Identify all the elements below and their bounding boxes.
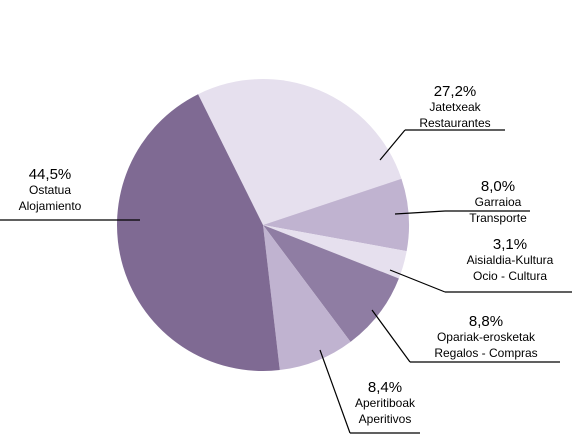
- category-label: Aisialdia-Kultura: [467, 253, 554, 267]
- percent-label: 8,0%: [481, 178, 515, 195]
- category-label: Jatetxeak: [429, 100, 481, 114]
- category-label: Alojamiento: [19, 199, 82, 213]
- category-label: Ocio - Cultura: [473, 269, 547, 283]
- pie-slice: [263, 225, 407, 279]
- pie-slice: [263, 225, 399, 342]
- category-label: Ostatua: [29, 183, 71, 197]
- percent-label: 3,1%: [493, 236, 527, 253]
- percent-label: 8,8%: [469, 313, 503, 330]
- pie-slice: [198, 79, 402, 225]
- leader-line: [389, 269, 446, 293]
- leader-line: [379, 129, 406, 161]
- category-label: Aperitivos: [359, 412, 412, 426]
- pie-slice: [263, 225, 351, 371]
- percent-label: 27,2%: [434, 83, 477, 100]
- category-label: Regalos - Compras: [434, 346, 537, 360]
- category-label: Garraioa: [475, 195, 522, 209]
- leader-line: [319, 349, 351, 434]
- percent-label: 44,5%: [29, 166, 72, 183]
- leader-line: [394, 210, 446, 215]
- pie-slice: [117, 94, 280, 372]
- percent-label: 8,4%: [368, 379, 402, 396]
- category-label: Opariak-erosketak: [437, 330, 536, 344]
- leader-line: [371, 309, 411, 363]
- pie-slice: [263, 178, 409, 252]
- category-label: Transporte: [469, 211, 527, 225]
- category-label: Aperitiboak: [355, 396, 416, 410]
- category-label: Restaurantes: [419, 116, 490, 130]
